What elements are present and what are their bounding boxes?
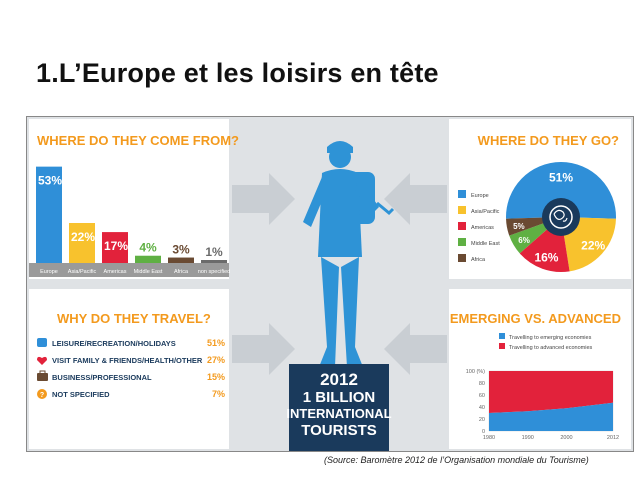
slide-title: 1.L’Europe et les loisirs en tête — [36, 58, 439, 88]
center-text-line: TOURISTS — [301, 422, 377, 439]
center-banner — [289, 364, 389, 451]
center-text-line: 1 BILLION — [303, 389, 376, 406]
globe-continents — [553, 209, 568, 222]
motive-label: VISIT FAMILY & FRIENDS/HEALTH/OTHER — [52, 356, 203, 365]
origin-category-label: Asia/Pacific — [68, 269, 97, 275]
destination-slice — [506, 161, 616, 219]
origin-value-label: 22% — [71, 230, 95, 244]
destination-legend-label: Africa — [471, 257, 486, 263]
origin-value-label: 1% — [205, 245, 223, 259]
destination-legend-swatch — [458, 222, 466, 230]
origin-category-label: Middle East — [134, 269, 163, 275]
emerging-y-tick: 0 — [482, 429, 485, 435]
origin-bar — [201, 260, 227, 263]
traveller-silhouette — [303, 141, 395, 367]
origin-bar — [168, 257, 194, 263]
origin-bar — [135, 255, 161, 263]
emerging-x-tick: 2000 — [560, 435, 572, 441]
source-note: (Source: Baromètre 2012 de l’Organisatio… — [324, 455, 589, 465]
center-text: 2012 1 BILLION INTERNATIONAL TOURISTS — [286, 370, 391, 439]
center-text-line: INTERNATIONAL — [286, 406, 391, 421]
arrow-right-top — [232, 173, 295, 225]
motive-label: LEISURE/RECREATION/HOLIDAYS — [52, 339, 176, 348]
motive-list: LEISURE/RECREATION/HOLIDAYS 51% VISIT FAMI… — [37, 338, 225, 399]
emerging-legend-label: Travelling to advanced economies — [509, 345, 593, 351]
origin-category-label: Africa — [174, 269, 189, 275]
origin-bar-chart: 53% Europe 22% Asia/Pacific 17% Americas 4% Mid… — [29, 166, 230, 277]
panel-origin — [29, 119, 229, 279]
destination-value-label: 5% — [513, 222, 525, 231]
panel-motive — [29, 289, 229, 449]
emerging-x-tick: 1980 — [483, 435, 495, 441]
question-icon: ? — [37, 389, 47, 399]
motive-value: 51% — [207, 338, 225, 348]
destination-value-label: 51% — [549, 170, 573, 184]
origin-bar — [36, 166, 62, 263]
destination-legend-swatch — [458, 238, 466, 246]
destination-value-label: 6% — [518, 236, 530, 245]
emerging-y-tick: 80 — [479, 381, 485, 387]
destination-legend-label: Asia/Pacific — [471, 209, 500, 215]
destination-value-label: 16% — [534, 250, 558, 264]
origin-bar — [69, 223, 95, 263]
origin-category-label: non specified — [198, 269, 230, 275]
origin-category-band — [29, 263, 229, 277]
emerging-x-tick: 1990 — [522, 435, 534, 441]
origin-value-label: 4% — [139, 241, 157, 255]
arrow-left-bottom — [384, 323, 447, 375]
emerging-x-tick: 2012 — [607, 435, 619, 441]
origin-value-label: 3% — [172, 243, 190, 257]
destination-pie-chart: 51% 22% 16% 6% 5% Europe Asia/Pacific Americas M… — [458, 161, 616, 272]
emerging-y-tick: 40 — [479, 405, 485, 411]
emerging-title: EMERGING VS. ADVANCED — [450, 311, 621, 326]
motive-label: BUSINESS/PROFESSIONAL — [52, 373, 152, 382]
emerging-y-tick: 20 — [479, 417, 485, 423]
infographic: WHERE DO THEY COME FROM? WHERE DO THEY G… — [26, 116, 634, 452]
arrow-right-bottom — [232, 323, 295, 375]
emerging-area-chart: Travelling to emerging economies Travelli… — [466, 333, 619, 441]
motive-label: NOT SPECIFIED — [52, 390, 110, 399]
destination-legend-label: Middle East — [471, 241, 500, 247]
emerging-legend-swatch — [499, 333, 505, 339]
destination-legend-swatch — [458, 206, 466, 214]
motive-value: 15% — [207, 372, 225, 382]
origin-value-label: 53% — [38, 174, 62, 188]
origin-bar — [102, 232, 128, 263]
arrow-left-top — [384, 173, 447, 225]
emerging-area-emerging — [489, 402, 613, 431]
emerging-y-tick: 60 — [479, 393, 485, 399]
svg-text:?: ? — [40, 392, 44, 399]
emerging-y-tick: 100 (%) — [466, 369, 485, 375]
destination-legend-label: Americas — [471, 225, 494, 231]
destination-value-label: 22% — [581, 238, 605, 252]
infographic-canvas: WHERE DO THEY COME FROM? WHERE DO THEY G… — [27, 117, 633, 451]
motive-title: WHY DO THEY TRAVEL? — [57, 311, 211, 326]
beach-chair-icon — [37, 338, 47, 347]
motive-value: 7% — [212, 389, 225, 399]
heart-icon — [37, 356, 47, 365]
destination-legend-label: Europe — [471, 193, 489, 199]
emerging-area-advanced — [489, 371, 613, 413]
destination-title: WHERE DO THEY GO? — [478, 133, 619, 148]
origin-category-label: Americas — [104, 269, 127, 275]
destination-legend-swatch — [458, 254, 466, 262]
origin-category-label: Europe — [40, 269, 58, 275]
emerging-legend-label: Travelling to emerging economies — [509, 335, 592, 341]
globe-icon — [542, 198, 580, 236]
origin-value-label: 17% — [104, 239, 128, 253]
briefcase-icon — [37, 370, 48, 381]
destination-slice — [561, 217, 616, 272]
origin-title: WHERE DO THEY COME FROM? — [37, 133, 239, 148]
globe-ring — [549, 205, 573, 229]
center-text-line: 2012 — [320, 370, 358, 389]
destination-legend-swatch — [458, 190, 466, 198]
motive-value: 27% — [207, 355, 225, 365]
emerging-legend-swatch — [499, 343, 505, 349]
